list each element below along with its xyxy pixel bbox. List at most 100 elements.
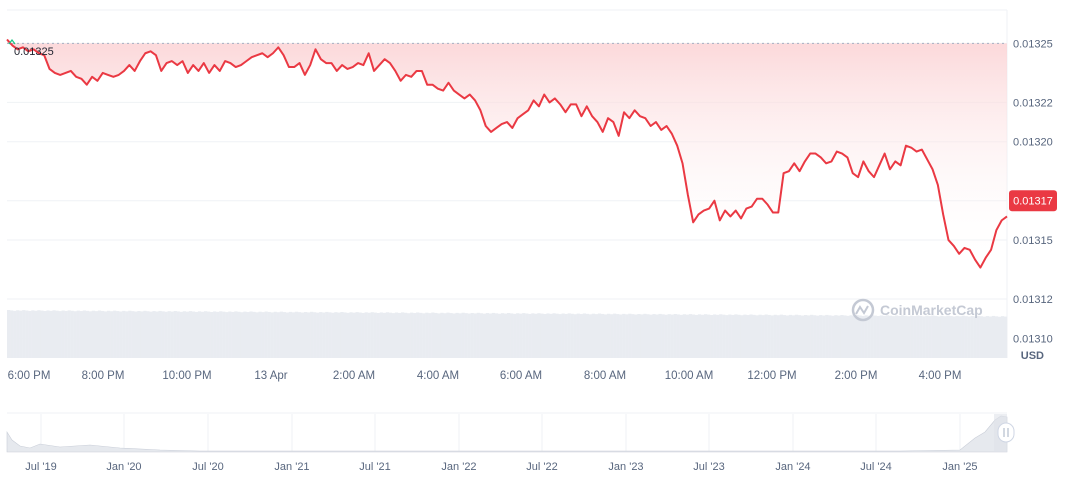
volume-bar (107, 310, 111, 358)
volume-bar (846, 315, 850, 358)
volume-bar (443, 313, 447, 358)
volume-bar (7, 310, 11, 358)
navigator-tick-label: Jul '24 (860, 461, 891, 473)
volume-bar (358, 312, 362, 358)
volume-bar (573, 314, 577, 358)
volume-bar (891, 316, 896, 358)
volume-bar (176, 311, 180, 358)
volume-bar (340, 312, 344, 358)
volume-bar (749, 314, 753, 358)
volume-bar (225, 312, 229, 358)
volume-bar (767, 314, 771, 358)
volume-bar (731, 314, 735, 358)
volume-bar (58, 311, 62, 358)
x-tick-label: 6:00 PM (8, 370, 51, 382)
volume-bar (552, 313, 556, 358)
volume-bar (758, 314, 762, 358)
volume-bar (149, 311, 153, 358)
volume-bar (55, 310, 59, 358)
volume-bar (410, 312, 414, 358)
volume-bar (479, 313, 483, 358)
volume-bar (222, 311, 226, 358)
volume-bar (610, 314, 614, 358)
volume-bar (728, 314, 732, 358)
volume-bar (234, 311, 238, 358)
volume-bar (34, 310, 38, 358)
volume-bar (482, 313, 486, 358)
volume-bar (134, 311, 138, 358)
navigator-tick-label: Jan '25 (942, 461, 977, 473)
range-navigator[interactable]: Jul '19 Jan '20 Jul '20 Jan '21 Jul '21 Jan '… (6, 412, 1015, 473)
volume-bar (294, 311, 299, 358)
volume-bar (97, 310, 102, 358)
volume-bar (900, 315, 905, 358)
volume-bar (303, 311, 308, 358)
volume-bar (94, 311, 99, 358)
volume-bar (982, 316, 986, 358)
volume-bar (122, 310, 126, 358)
volume-bar (82, 310, 86, 358)
volume-bar (131, 311, 135, 358)
volume-bar (297, 312, 302, 358)
volume-bar (200, 311, 205, 358)
volume-bar (437, 313, 441, 358)
volume-bar (67, 310, 71, 358)
volume-bar (534, 313, 538, 358)
volume-bar (676, 314, 680, 358)
volume-bar (791, 315, 796, 358)
volume-bar (103, 311, 108, 358)
volume-bar (531, 313, 535, 358)
y-tick-label: 0.01325 (1013, 38, 1053, 50)
navigator-range-handle[interactable] (997, 422, 1015, 443)
x-tick-label: 8:00 AM (584, 370, 626, 382)
current-price-badge-bg (1009, 190, 1057, 212)
volume-bar (16, 310, 20, 358)
volume-bar (125, 311, 129, 358)
volume-bar (503, 313, 508, 358)
volume-bar (10, 310, 14, 358)
volume-bar (170, 311, 174, 358)
volume-bar (352, 312, 356, 358)
open-price-marker: 0.01325 (8, 39, 54, 58)
volume-bar (249, 311, 253, 358)
volume-bar (188, 311, 193, 358)
volume-bar (722, 314, 726, 358)
volume-bar (840, 315, 844, 358)
volume-bar (600, 313, 605, 358)
watermark-text: CoinMarketCap (880, 302, 983, 318)
volume-bar (391, 313, 396, 358)
volume-bar (494, 313, 499, 358)
volume-bar (510, 313, 514, 358)
volume-bar (773, 314, 777, 358)
volume-bar (810, 314, 814, 358)
volume-bar (667, 314, 671, 358)
volume-bar (849, 315, 853, 358)
volume-bar (452, 313, 456, 358)
x-tick-label: 2:00 AM (333, 370, 375, 382)
volume-bar (43, 311, 47, 358)
volume-bar (291, 312, 296, 358)
x-tick-label: 4:00 PM (919, 370, 962, 382)
volume-bar (910, 315, 914, 358)
volume-bar (816, 315, 820, 358)
volume-bar (958, 316, 962, 358)
volume-bar (461, 312, 465, 358)
volume-bar (576, 313, 580, 358)
volume-bar (31, 310, 35, 358)
volume-bar (397, 312, 402, 358)
volume-bar (631, 314, 635, 358)
volume-bar (640, 314, 644, 358)
volume-bar (70, 310, 74, 358)
volume-bar (561, 313, 565, 358)
volume-bar (646, 314, 650, 358)
volume-bar (207, 311, 211, 358)
volume-bar (422, 313, 426, 358)
volume-bar (197, 311, 202, 358)
volume-bar (310, 311, 314, 358)
volume-bar (331, 312, 335, 358)
volume-bar (649, 314, 653, 358)
volume-bar (519, 313, 523, 358)
volume-bar (507, 313, 511, 358)
volume-bar (743, 314, 747, 358)
